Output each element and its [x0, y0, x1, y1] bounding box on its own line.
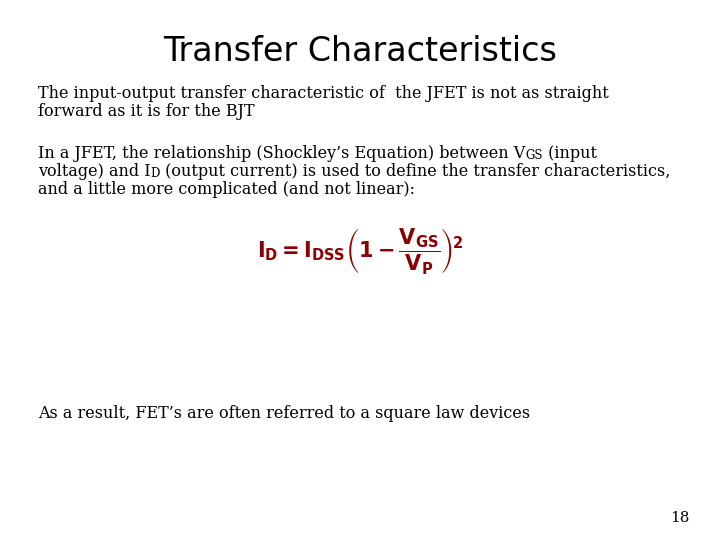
Text: 18: 18 — [670, 511, 690, 525]
Text: (output current) is used to define the transfer characteristics,: (output current) is used to define the t… — [160, 163, 670, 180]
Text: GS: GS — [526, 149, 543, 162]
Text: Transfer Characteristics: Transfer Characteristics — [163, 35, 557, 68]
Text: The input-output transfer characteristic of  the JFET is not as straight: The input-output transfer characteristic… — [38, 85, 608, 102]
Text: and a little more complicated (and not linear):: and a little more complicated (and not l… — [38, 181, 415, 198]
Text: In a JFET, the relationship (Shockley’s Equation) between V: In a JFET, the relationship (Shockley’s … — [38, 145, 526, 162]
Text: As a result, FET’s are often referred to a square law devices: As a result, FET’s are often referred to… — [38, 405, 530, 422]
Text: forward as it is for the BJT: forward as it is for the BJT — [38, 103, 255, 120]
Text: (input: (input — [543, 145, 597, 162]
Text: voltage) and I: voltage) and I — [38, 163, 150, 180]
Text: D: D — [150, 167, 160, 180]
Text: $\mathbf{I_D = I_{DSS}\left(1 - \dfrac{V_{GS}}{V_P}\right)^{\!2}}$: $\mathbf{I_D = I_{DSS}\left(1 - \dfrac{V… — [257, 226, 463, 276]
